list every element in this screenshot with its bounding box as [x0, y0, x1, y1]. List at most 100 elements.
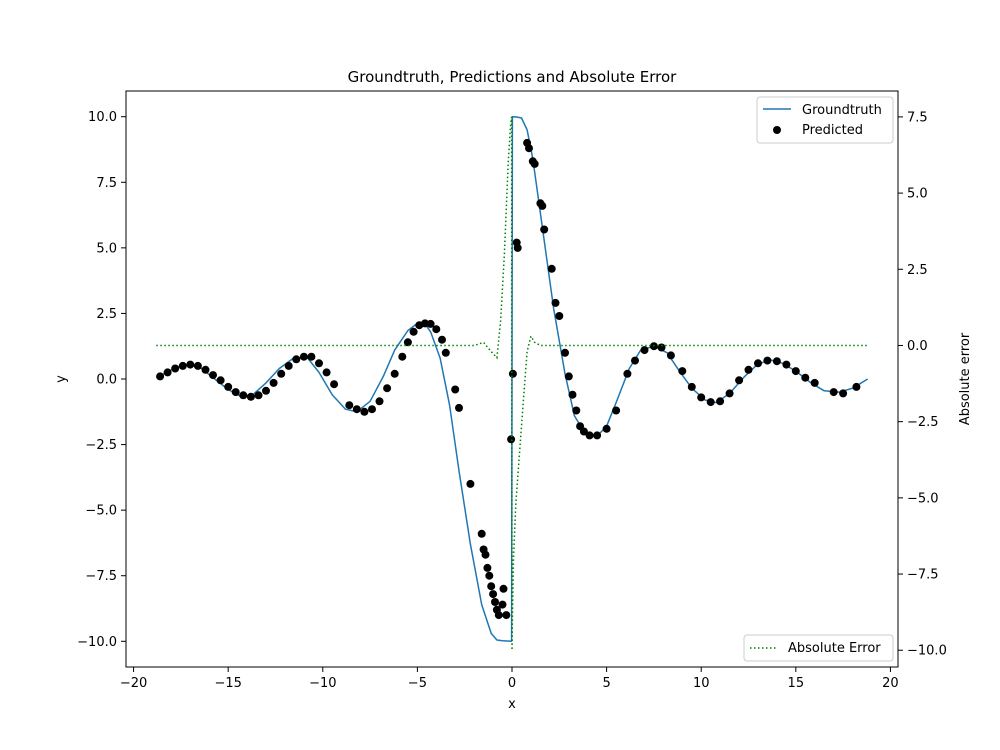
- y-tick-label: −5.0: [85, 504, 117, 519]
- predicted-point: [593, 431, 602, 440]
- predicted-point: [403, 338, 412, 347]
- legend-error: Absolute Error: [743, 634, 894, 662]
- predicted-point: [409, 327, 418, 336]
- predicted-point: [277, 369, 286, 378]
- y2-tick-label: 2.5: [907, 263, 928, 278]
- predicted-point: [246, 392, 255, 401]
- y-tick-label: 7.5: [96, 176, 117, 191]
- predicted-point: [551, 298, 560, 307]
- predicted-point: [178, 361, 187, 370]
- predicted-point: [426, 319, 435, 328]
- y2-tick-label: −5.0: [907, 491, 939, 506]
- predicted-point: [498, 600, 507, 609]
- legend-predicted-label: Predicted: [802, 123, 863, 138]
- predicted-point: [525, 144, 533, 153]
- predicted-point: [508, 369, 517, 378]
- legend-error-label: Absolute Error: [788, 641, 881, 656]
- predicted-point: [782, 360, 791, 369]
- predicted-point: [368, 405, 376, 414]
- predicted-point: [494, 611, 503, 620]
- predicted-point: [791, 367, 800, 376]
- predicted-point: [171, 364, 180, 373]
- predicted-point: [398, 352, 407, 361]
- predicted-point: [466, 479, 475, 488]
- predicted-point: [640, 346, 649, 355]
- x-axis-label: x: [508, 697, 516, 712]
- predicted-point: [491, 598, 499, 606]
- predicted-point: [307, 352, 316, 361]
- y2-tick-label: 0.0: [907, 339, 928, 354]
- x-tick-label: 10: [693, 676, 710, 691]
- predicted-point: [209, 371, 217, 380]
- y-tick-label: 5.0: [96, 241, 117, 256]
- predicted-point: [390, 369, 399, 378]
- predicted-point: [530, 159, 539, 168]
- predicted-point: [631, 356, 639, 365]
- x-tick-label: −10: [309, 676, 336, 691]
- predicted-point: [772, 357, 781, 366]
- axes: −20 −15 −10 −5 0 5 10 15 20 −10.0 −7.5 −5.0 −2.5 0.0 2…: [77, 110, 947, 691]
- predicted-point: [330, 380, 339, 389]
- predicted-point: [572, 406, 581, 415]
- predicted-point: [322, 368, 331, 377]
- predicted-point: [360, 407, 369, 416]
- predicted-point: [489, 590, 498, 599]
- predicted-point: [485, 571, 494, 580]
- predicted-point: [432, 325, 441, 334]
- predicted-point: [481, 550, 490, 559]
- predicted-point: [262, 386, 270, 395]
- predicted-point: [716, 397, 725, 406]
- y2-tick-label: −10.0: [907, 644, 947, 659]
- legend-error-box: [743, 634, 894, 662]
- predicted-point: [678, 367, 687, 376]
- y-tick-label: 10.0: [88, 110, 117, 125]
- predicted-point: [224, 382, 233, 391]
- predicted-point: [547, 264, 556, 273]
- x-tick-label: −15: [214, 676, 241, 691]
- x-tick-label: 0: [508, 676, 516, 691]
- predicted-point: [156, 372, 165, 381]
- predicted-point: [839, 389, 848, 398]
- predicted-point: [487, 582, 496, 591]
- predicted-point: [810, 378, 819, 387]
- predicted-point: [201, 365, 210, 374]
- predicted-point: [186, 360, 195, 369]
- predicted-point: [455, 403, 463, 412]
- predicted-point: [441, 348, 450, 357]
- x-tick-label: 20: [882, 676, 899, 691]
- x-tick-label: 5: [602, 676, 610, 691]
- predicted-point: [375, 397, 384, 406]
- y2-tick-label: 7.5: [907, 110, 928, 125]
- predicted-point: [477, 529, 486, 538]
- predicted-point: [763, 356, 772, 365]
- predicted-point: [216, 376, 225, 385]
- predicted-point: [666, 351, 675, 360]
- predicted-point: [602, 424, 611, 433]
- predicted-point: [193, 361, 202, 370]
- predicted-point: [315, 359, 323, 368]
- predicted-point: [345, 401, 354, 410]
- predicted-point: [292, 355, 301, 364]
- predicted-point: [538, 201, 547, 210]
- predicted-point: [451, 385, 460, 394]
- predicted-point: [725, 389, 734, 398]
- predicted-point: [568, 390, 577, 399]
- y2-tick-label: −7.5: [907, 568, 939, 583]
- predicted-point: [269, 378, 278, 387]
- predicted-point: [744, 365, 753, 374]
- predicted-point: [438, 335, 446, 344]
- predicted-point: [829, 388, 838, 397]
- predicted-point: [352, 405, 361, 414]
- legend-main: Groundtruth Predicted: [756, 96, 894, 144]
- predicted-point: [657, 343, 666, 352]
- chart-title: Groundtruth, Predictions and Absolute Er…: [348, 68, 677, 86]
- predicted-point: [579, 427, 588, 436]
- predicted-point: [239, 391, 248, 400]
- x-tick-label: −5: [408, 676, 427, 691]
- predicted-point: [754, 359, 762, 368]
- plot-area: [155, 115, 869, 651]
- legend-groundtruth-label: Groundtruth: [802, 103, 882, 118]
- predicted-point: [231, 388, 240, 397]
- predicted-point: [163, 368, 172, 377]
